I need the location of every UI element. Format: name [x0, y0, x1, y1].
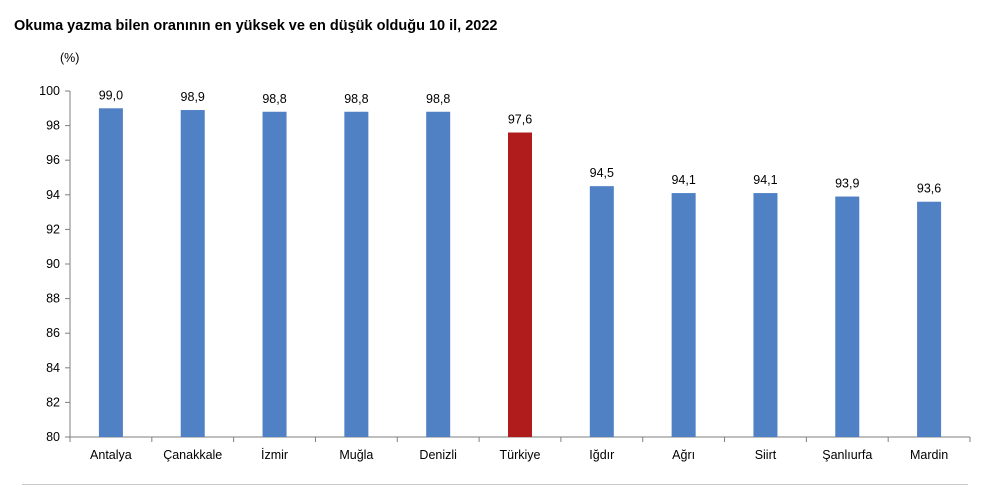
category-labels: Antalya Çanakkale İzmir Muğla Denizli Türkiye…: [90, 448, 948, 462]
bar: [344, 111, 369, 437]
category-label: Ağrı: [672, 448, 695, 462]
y-tick-label: 82: [46, 395, 60, 409]
bar: [508, 132, 532, 437]
y-tick-label: 86: [46, 326, 60, 340]
bar-value-label: 93,9: [835, 177, 859, 191]
y-tick-label: 88: [46, 292, 60, 306]
bars: [98, 108, 942, 438]
y-axis: 80 82 84 86 88 90 92 94 96 98 100: [39, 84, 71, 444]
y-tick-label: 98: [46, 119, 60, 133]
bar-value-label: 93,6: [917, 182, 941, 196]
bar: [753, 193, 778, 437]
bar-value-label: 98,9: [181, 90, 205, 104]
bar-value-label: 94,1: [753, 173, 777, 187]
y-tick-label: 84: [46, 361, 60, 375]
bar-value-label: 98,8: [344, 92, 368, 106]
bar: [98, 108, 123, 438]
bar: [180, 110, 205, 437]
bar: [671, 193, 696, 437]
bar-value-label: 94,5: [590, 166, 614, 180]
bar: [589, 186, 614, 437]
y-unit-label: (%): [60, 51, 79, 65]
category-label: Türkiye: [500, 448, 541, 462]
y-tick-label: 94: [46, 188, 60, 202]
category-label: Muğla: [339, 448, 373, 462]
chart-title: Okuma yazma bilen oranının en yüksek ve …: [14, 18, 498, 34]
bar: [917, 201, 942, 437]
bar-value-label: 98,8: [426, 92, 450, 106]
bar: [426, 111, 451, 437]
y-tick-label: 96: [46, 153, 60, 167]
bottom-divider: [22, 484, 968, 485]
bar: [835, 196, 860, 437]
bar-value-label: 99,0: [99, 88, 123, 102]
bar-value-label: 98,8: [262, 92, 286, 106]
category-label: Siirt: [755, 448, 777, 462]
y-tick-label: 100: [39, 84, 60, 98]
bar-value-label: 94,1: [671, 173, 695, 187]
category-label: Mardin: [910, 448, 948, 462]
y-tick-label: 92: [46, 222, 60, 236]
category-label: Çanakkale: [163, 448, 222, 462]
category-label: Denizli: [419, 448, 457, 462]
bar: [262, 111, 287, 437]
y-tick-label: 90: [46, 257, 60, 271]
bar-value-label: 97,6: [508, 113, 532, 127]
category-label: Antalya: [90, 448, 132, 462]
category-label: İzmir: [261, 448, 288, 462]
y-tick-label: 80: [46, 430, 60, 444]
value-labels: 99,0 98,9 98,8 98,8 98,8 97,6 94,5 94,1 94,1 93,9…: [99, 88, 942, 195]
category-label: Şanlıurfa: [822, 448, 872, 462]
x-axis: [69, 436, 971, 442]
category-label: Iğdır: [589, 448, 614, 462]
